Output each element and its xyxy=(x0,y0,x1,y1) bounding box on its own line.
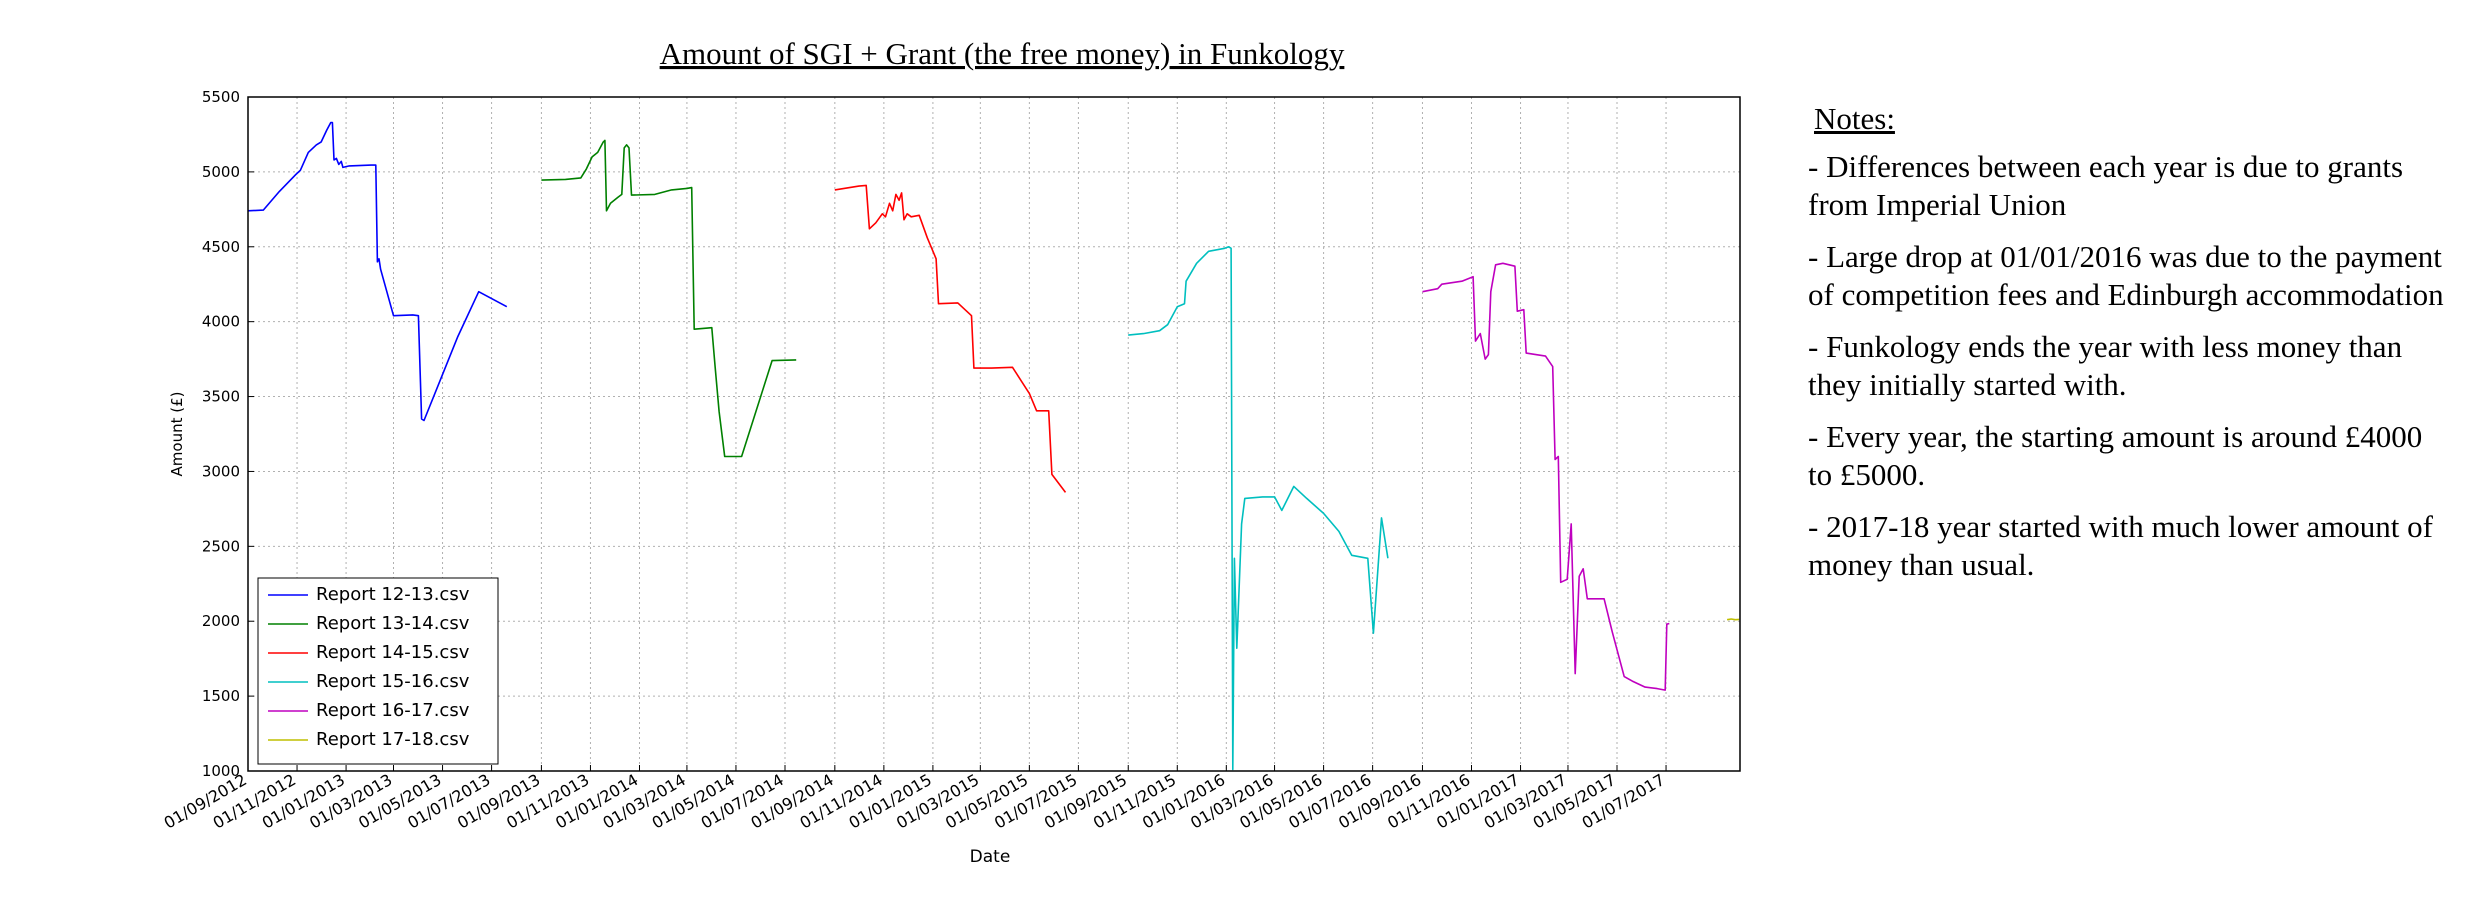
y-tick-label: 2500 xyxy=(202,537,240,555)
note-item: - Every year, the starting amount is aro… xyxy=(1808,419,2423,492)
legend-label: Report 16-17.csv xyxy=(316,700,470,721)
y-tick-label: 4000 xyxy=(202,313,240,331)
note-item: - Large drop at 01/01/2016 was due to th… xyxy=(1808,239,2444,312)
y-axis-ticks: 1000 1500 2000 2500 3000 3500 4000 4500 5000 5500 xyxy=(202,88,254,780)
y-tick-label: 1000 xyxy=(202,762,240,780)
y-tick-label: 4500 xyxy=(202,238,240,256)
notes-list: - Differences between each year is due t… xyxy=(1808,148,2448,584)
note-item: - 2017-18 year started with much lower a… xyxy=(1808,509,2433,582)
y-tick-label: 5500 xyxy=(202,88,240,106)
plot-frame xyxy=(247,96,1741,772)
y-tick-label: 1500 xyxy=(202,687,240,705)
series-line xyxy=(1422,262,1670,691)
series-line xyxy=(247,121,508,422)
legend-label: Report 14-15.csv xyxy=(316,642,470,663)
series-line xyxy=(834,184,1067,493)
legend-label: Report 13-14.csv xyxy=(316,613,470,634)
y-axis-label: Amount (£) xyxy=(168,392,186,477)
series-line xyxy=(1726,618,1740,621)
legend: Report 12-13.csv Report 13-14.csv Report 1… xyxy=(257,577,499,765)
line-chart: Amount of SGI + Grant (the free money) i… xyxy=(161,36,1741,867)
legend-label: Report 17-18.csv xyxy=(316,729,470,750)
y-tick-label: 5000 xyxy=(202,163,240,181)
note-item: - Funkology ends the year with less mone… xyxy=(1808,329,2403,402)
x-axis-label: Date xyxy=(970,847,1011,867)
notes-panel: Notes: - Differences between each year i… xyxy=(1808,100,2448,598)
notes-heading: Notes: xyxy=(1814,101,1895,136)
y-tick-label: 2000 xyxy=(202,612,240,630)
series-line xyxy=(1128,246,1389,771)
chart-title: Amount of SGI + Grant (the free money) i… xyxy=(660,36,1345,71)
x-axis-ticks: 01/09/201201/11/201201/01/201301/03/2013… xyxy=(161,765,1668,833)
plot-lines xyxy=(247,121,1740,771)
legend-box xyxy=(257,577,499,765)
legend-label: Report 12-13.csv xyxy=(316,584,470,605)
legend-label: Report 15-16.csv xyxy=(316,671,470,692)
y-tick-label: 3500 xyxy=(202,388,240,406)
note-item: - Differences between each year is due t… xyxy=(1808,149,2404,222)
series-line xyxy=(541,139,797,458)
y-tick-label: 3000 xyxy=(202,462,240,480)
